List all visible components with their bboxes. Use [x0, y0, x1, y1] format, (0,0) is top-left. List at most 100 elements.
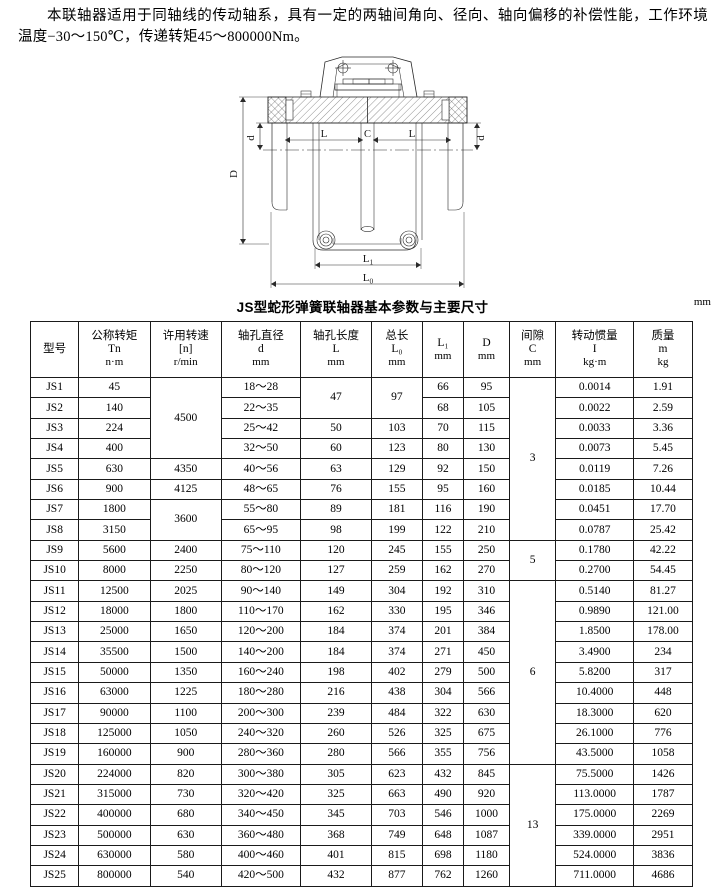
cell-outer-diameter: 130	[463, 438, 510, 460]
cell-outer-diameter: 1260	[463, 865, 510, 887]
cell-bore-length: 401	[299, 844, 373, 867]
cell-moment-of-inertia: 75.5000	[555, 763, 634, 785]
cell-allowable-speed: 1500	[149, 641, 222, 663]
cell-allowable-speed: 4350	[149, 458, 222, 480]
cell-bore-diameter: 48～65	[220, 478, 301, 501]
table-row: JS8 3150 65～95 98 199 122 210 0.0787 25.42	[29, 519, 694, 541]
cell-mass: 5.45	[632, 438, 694, 460]
svg-text:L: L	[321, 128, 328, 140]
cell-bore-length: 239	[299, 702, 373, 724]
cell-model: JS22	[29, 804, 80, 826]
cell-moment-of-inertia: 339.0000	[555, 824, 634, 846]
cell-mass: 2.59	[632, 397, 694, 419]
cell-nominal-torque: 800000	[78, 865, 151, 887]
cell-bore-length: 162	[299, 600, 373, 623]
cell-length-1: 201	[421, 621, 465, 643]
cell-moment-of-inertia: 113.0000	[555, 783, 634, 806]
cell-nominal-torque: 224000	[78, 763, 151, 785]
cell-moment-of-inertia: 3.4900	[555, 641, 634, 663]
cell-allowable-speed: 2400	[149, 539, 222, 562]
cell-outer-diameter: 450	[463, 641, 510, 663]
cell-bore-diameter: 32～50	[220, 438, 301, 460]
cell-allowable-speed: 820	[149, 763, 222, 785]
cell-total-length: 877	[371, 865, 423, 887]
cell-moment-of-inertia: 0.0119	[555, 458, 634, 480]
cell-moment-of-inertia: 0.0073	[555, 438, 634, 460]
cell-mass: 776	[632, 722, 694, 745]
table-row: JS23 500000 630 360～480 368 749 648 1087 339.000…	[29, 824, 694, 846]
cell-bore-diameter: 300～380	[220, 763, 301, 785]
cell-bore-diameter: 75～110	[220, 539, 301, 562]
cell-allowable-speed: 540	[149, 865, 222, 887]
cell-moment-of-inertia: 0.0022	[555, 397, 634, 419]
cell-moment-of-inertia: 0.0787	[555, 519, 634, 541]
cell-allowable-speed: 4500	[149, 376, 222, 460]
cell-length-1: 322	[421, 702, 465, 724]
table-row: JS17 90000 1100 200～300 239 484 322 630 18.3000 6…	[29, 702, 694, 724]
cell-outer-diameter: 190	[463, 499, 510, 521]
cell-moment-of-inertia: 0.0033	[555, 417, 634, 440]
table-row: JS15 50000 1350 160～240 198 402 279 500 5.8200 31…	[29, 661, 694, 684]
cell-bore-diameter: 90～140	[220, 580, 301, 602]
cell-allowable-speed: 680	[149, 804, 222, 826]
svg-text:L1: L1	[363, 253, 374, 267]
cell-length-1: 490	[421, 783, 465, 806]
cell-nominal-torque: 45	[78, 376, 151, 399]
cell-nominal-torque: 224	[78, 417, 151, 440]
table-row: JS11 12500 2025 90～140 149 304 192 310 6 0.5140 81…	[29, 580, 694, 765]
cell-allowable-speed: 3600	[149, 499, 222, 541]
table-row: JS16 63000 1225 180～280 216 438 304 566 10.4000 4…	[29, 682, 694, 704]
cell-length-1: 80	[421, 438, 465, 460]
cell-total-length: 245	[371, 539, 423, 562]
table-row: JS1 45 4500 18～28 47 97 66 95 3 0.0014 1.91	[29, 376, 694, 541]
cell-mass: 25.42	[632, 519, 694, 541]
header-outer-diameter: D mm	[463, 321, 510, 378]
cell-length-1: 192	[421, 580, 465, 602]
cell-mass: 178.00	[632, 621, 694, 643]
cell-nominal-torque: 500000	[78, 824, 151, 846]
cell-model: JS25	[29, 865, 80, 887]
cell-allowable-speed: 1350	[149, 661, 222, 684]
cell-total-length: 97	[371, 377, 423, 419]
cell-bore-length: 120	[299, 539, 373, 562]
cell-bore-length: 60	[299, 438, 373, 460]
cell-length-1: 546	[421, 804, 465, 826]
table-title: JS型蛇形弹簧联轴器基本参数与主要尺寸	[236, 300, 489, 315]
cell-gap: 13	[508, 763, 557, 887]
cell-mass: 42.22	[632, 539, 694, 562]
cell-bore-diameter: 65～95	[220, 519, 301, 541]
intro-paragraph: 本联轴器适用于同轴线的传动轴系，具有一定的两轴间角向、径向、轴向偏移的补偿性能，…	[18, 8, 708, 45]
cell-total-length: 526	[371, 722, 423, 745]
cell-bore-length: 216	[299, 682, 373, 704]
header-gap: 间隙 C mm	[508, 321, 557, 378]
header-allowable-speed: 许用转速 [n] r/min	[149, 321, 222, 378]
cell-bore-diameter: 320～420	[220, 783, 301, 806]
cell-nominal-torque: 630000	[78, 844, 151, 867]
cell-allowable-speed: 1100	[149, 702, 222, 724]
cell-moment-of-inertia: 10.4000	[555, 682, 634, 704]
cell-outer-diameter: 920	[463, 783, 510, 806]
cell-nominal-torque: 900	[78, 478, 151, 501]
cell-bore-diameter: 22～35	[220, 397, 301, 419]
table-row: JS12 18000 1800 110～170 162 330 195 346 0.9890 12…	[29, 600, 694, 623]
cell-allowable-speed: 730	[149, 783, 222, 806]
cell-length-1: 304	[421, 682, 465, 704]
cell-bore-length: 89	[299, 499, 373, 521]
cell-length-1: 432	[421, 763, 465, 785]
cell-bore-length: 198	[299, 661, 373, 684]
cell-outer-diameter: 675	[463, 722, 510, 745]
cell-mass: 317	[632, 661, 694, 684]
coupling-parameter-table: 型号 公称转矩 Tn n·m 许用转速 [n] r/min 轴孔直径 d mm …	[29, 321, 694, 887]
cell-moment-of-inertia: 18.3000	[555, 702, 634, 724]
cell-outer-diameter: 500	[463, 661, 510, 684]
cell-moment-of-inertia: 0.0451	[555, 499, 634, 521]
cell-model: JS7	[29, 499, 80, 521]
cell-mass: 620	[632, 702, 694, 724]
cell-length-1: 195	[421, 600, 465, 623]
cell-allowable-speed: 4125	[149, 478, 222, 501]
cell-nominal-torque: 1800	[78, 499, 151, 521]
cell-total-length: 703	[371, 804, 423, 826]
cell-total-length: 749	[371, 824, 423, 846]
cell-outer-diameter: 1087	[463, 824, 510, 846]
cell-model: JS23	[29, 824, 80, 846]
